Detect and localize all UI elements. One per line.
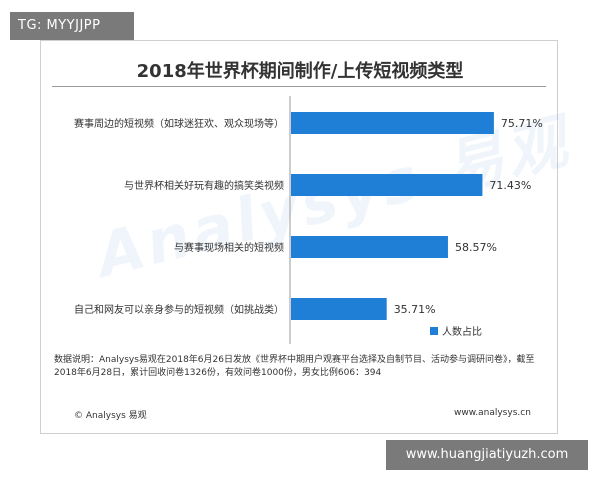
watermark-tag-top: TG: MYYJJPP — [10, 12, 134, 40]
value-label-1: 71.43% — [489, 179, 531, 192]
footer-website: www.analysys.cn — [454, 408, 531, 418]
category-label-1: 与世界杯相关好玩有趣的搞笑类视频 — [124, 179, 284, 192]
value-label-3: 35.71% — [394, 303, 436, 316]
category-label-2: 与赛事现场相关的短视频 — [174, 241, 284, 254]
title-underline — [52, 86, 546, 87]
value-label-2: 58.57% — [455, 241, 497, 254]
watermark-tag-bottom: www.huangjiatiyuzh.com — [386, 440, 588, 470]
category-label-0: 赛事周边的短视频（如球迷狂欢、观众现场等） — [74, 117, 284, 130]
category-label-3: 自己和网友可以亲身参与的短视频（如挑战类） — [74, 303, 284, 316]
bar-0 — [291, 112, 494, 134]
legend-swatch — [430, 327, 438, 335]
bar-1 — [291, 174, 483, 196]
data-note: 数据说明：Analysys易观在2018年6月26日发放《世界杯中期用户观赛平台… — [54, 355, 535, 378]
chart-title: 2018年世界杯期间制作/上传短视频类型 — [136, 61, 464, 82]
bar-3 — [291, 298, 387, 320]
bar-2 — [291, 236, 448, 258]
legend-label: 人数占比 — [442, 325, 482, 338]
value-label-0: 75.71% — [501, 117, 543, 130]
footer-copyright: © Analysys 易观 — [74, 411, 147, 421]
